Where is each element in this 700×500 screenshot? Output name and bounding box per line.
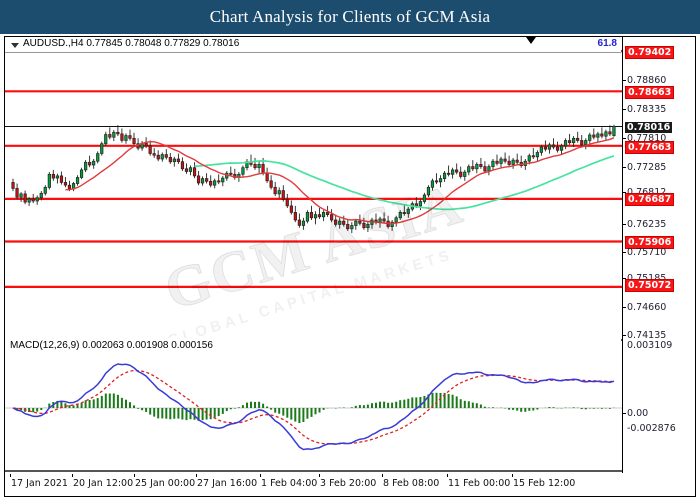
price-axis-label: 0.77663 — [625, 141, 675, 154]
chevron-down-icon[interactable] — [11, 43, 19, 48]
price-axis-label: 0.75710 — [622, 247, 667, 258]
price-axis-label: 0.76235 — [622, 219, 667, 230]
macd-values-text: MACD(12,26,9) 0.002063 0.001908 0.000156 — [10, 340, 213, 351]
price-axis-line — [622, 37, 623, 473]
time-axis-line — [5, 470, 622, 472]
macd-pane[interactable]: MACD(12,26,9) 0.002063 0.001908 0.000156 — [5, 339, 622, 470]
price-axis-label: 0.79402 — [625, 46, 675, 59]
time-axis-label: 20 Jan 12:00 — [71, 474, 134, 489]
price-axis-label: 0.75185 — [622, 273, 666, 284]
time-axis-label: 15 Feb 12:00 — [511, 474, 576, 489]
price-axis-label: 0.74135 — [622, 330, 667, 341]
price-axis-label: 0.74660 — [622, 302, 667, 313]
page-title: Chart Analysis for Clients of GCM Asia — [209, 7, 491, 26]
macd-axis-label: -0.002876 — [627, 423, 676, 434]
price-axis-label: 0.78663 — [625, 86, 675, 99]
macd-plot — [5, 363, 622, 451]
time-axis-label: 25 Jan 00:00 — [133, 474, 196, 489]
price-pane[interactable]: GCM ASIA GLOBAL CAPITAL MARKETS — [5, 37, 622, 338]
time-axis-label: 17 Jan 2021 — [10, 474, 68, 489]
candlestick-plot — [5, 49, 622, 288]
time-axis-labels: 17 Jan 2021 20 Jan 12:00 25 Jan 00:00 27 Ja… — [5, 474, 696, 496]
time-axis-label: 11 Feb 00:00 — [446, 474, 511, 489]
price-axis-label: 0.75906 — [625, 236, 675, 249]
price-axis-label: 0.77285 — [622, 162, 667, 173]
price-axis-label: 0.77810 — [622, 133, 667, 144]
time-axis-label: 8 Feb 08:00 — [381, 474, 440, 489]
price-axis-label: 0.75072 — [625, 279, 675, 292]
symbol-info-bar: AUDUSD.,H4 0.77845 0.78048 0.77829 0.780… — [5, 37, 621, 53]
time-axis-label: 1 Feb 04:00 — [259, 474, 318, 489]
price-axis-label: 0.78335 — [622, 104, 667, 115]
title-banner: Chart Analysis for Clients of GCM Asia — [0, 0, 700, 34]
price-axis-labels: 0.79402 0.78860 0.78663 0.78335 0.78016 0.778… — [622, 37, 696, 473]
macd-axis-label: 0.003109 — [627, 340, 673, 351]
fib-level-label: 61.8 — [597, 38, 617, 49]
time-axis-label: 27 Jan 16:00 — [195, 474, 258, 489]
macd-info-bar: MACD(12,26,9) 0.002063 0.001908 0.000156 — [5, 339, 621, 353]
price-axis-label: 0.78016 — [625, 122, 673, 133]
price-axis-label: 0.76687 — [625, 193, 675, 206]
symbol-ohlc-text: AUDUSD.,H4 0.77845 0.78048 0.77829 0.780… — [23, 38, 240, 49]
price-axis-label: 0.76812 — [622, 187, 666, 198]
price-axis-label: 0.78860 — [622, 75, 667, 86]
chart-frame: GCM ASIA GLOBAL CAPITAL MARKETS AUDUSD.,… — [4, 36, 696, 497]
bar-marker-icon — [526, 37, 536, 44]
macd-axis-label: 0.00 — [622, 408, 649, 419]
time-axis-label: 3 Feb 20:00 — [318, 474, 377, 489]
